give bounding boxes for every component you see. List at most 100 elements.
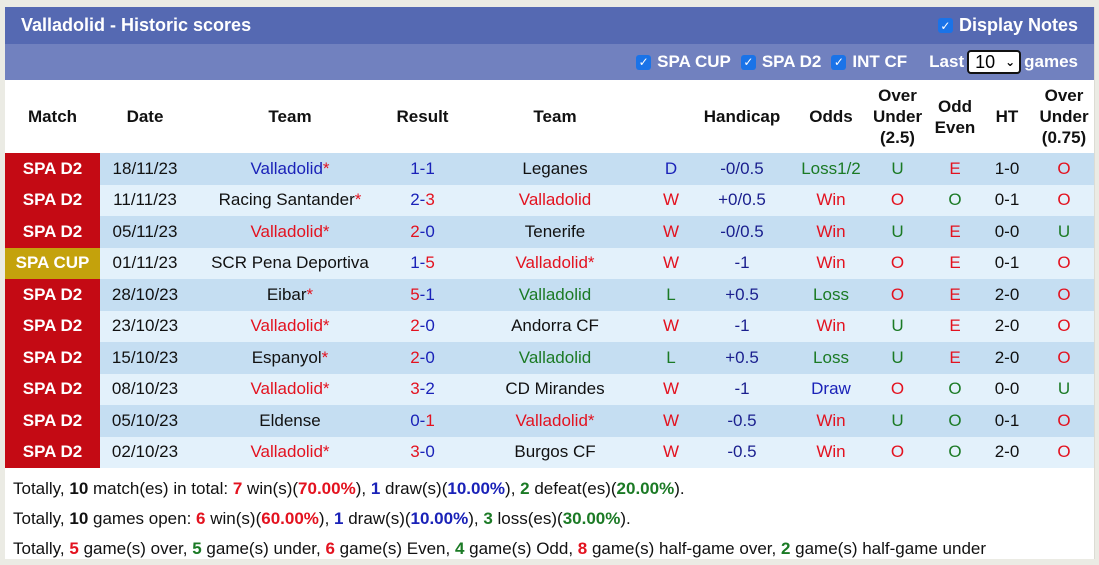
home-team-name[interactable]: Valladolid <box>250 379 323 399</box>
last-games-select[interactable]: 10 ⌄ <box>967 50 1022 74</box>
league-badge[interactable]: SPA D2 <box>5 373 100 405</box>
summary-value: 2 <box>780 539 791 558</box>
table-row[interactable]: SPA D2 02/10/23 Valladolid* 3-0 Burgos CF W -0… <box>5 436 1094 468</box>
over-under-0-75: O <box>1034 153 1094 185</box>
home-team[interactable]: Eldense <box>190 405 390 437</box>
over-under-2-5: O <box>865 279 930 311</box>
checkbox-checked-icon[interactable]: ✓ <box>831 54 847 70</box>
away-team[interactable]: Tenerife <box>455 216 655 248</box>
checkbox-checked-icon[interactable]: ✓ <box>740 54 756 70</box>
filter-bar: ✓ SPA CUP ✓ SPA D2 ✓ INT CF Last 10 ⌄ ga… <box>5 44 1094 80</box>
home-team[interactable]: Valladolid* <box>190 310 390 342</box>
table-row[interactable]: SPA D2 08/10/23 Valladolid* 3-2 CD Mirandes W… <box>5 373 1094 405</box>
summary-value: 70.00% <box>298 479 356 498</box>
away-team[interactable]: Valladolid <box>455 184 655 216</box>
league-badge[interactable]: SPA D2 <box>5 436 100 468</box>
over-under-0-75: O <box>1034 342 1094 374</box>
filter-spa-d2[interactable]: ✓ SPA D2 <box>740 52 821 72</box>
over-under-0-75: U <box>1034 216 1094 248</box>
filter-spa-cup[interactable]: ✓ SPA CUP <box>636 52 731 72</box>
away-team[interactable]: Leganes <box>455 153 655 185</box>
away-team-name[interactable]: CD Mirandes <box>505 379 605 399</box>
display-notes-toggle[interactable]: ✓ Display Notes <box>937 15 1078 36</box>
match-date: 18/11/23 <box>100 153 190 185</box>
away-team-name[interactable]: Valladolid <box>518 190 592 210</box>
result-score[interactable]: 5-1 <box>390 279 455 311</box>
half-time-score: 1-0 <box>980 153 1034 185</box>
score-away: 1 <box>425 284 435 304</box>
result-score[interactable]: 2-0 <box>390 342 455 374</box>
home-team-name[interactable]: Valladolid <box>250 442 323 462</box>
home-team[interactable]: Valladolid* <box>190 373 390 405</box>
league-badge[interactable]: SPA D2 <box>5 216 100 248</box>
table-row[interactable]: SPA D2 05/11/23 Valladolid* 2-0 Tenerife W -0/… <box>5 216 1094 248</box>
result-score[interactable]: 1-5 <box>390 247 455 279</box>
away-team-name[interactable]: Valladolid <box>518 347 592 367</box>
away-team[interactable]: Valladolid <box>455 342 655 374</box>
result-score[interactable]: 2-3 <box>390 184 455 216</box>
table-row[interactable]: SPA CUP 01/11/23 SCR Pena Deportiva 1-5 Vall… <box>5 247 1094 279</box>
home-team-name[interactable]: Eldense <box>259 410 321 430</box>
result-score[interactable]: 0-1 <box>390 405 455 437</box>
away-team[interactable]: Burgos CF <box>455 436 655 468</box>
home-team[interactable]: SCR Pena Deportiva <box>190 247 390 279</box>
league-badge[interactable]: SPA D2 <box>5 342 100 374</box>
league-badge[interactable]: SPA D2 <box>5 310 100 342</box>
home-team[interactable]: Eibar* <box>190 279 390 311</box>
away-team-name[interactable]: Leganes <box>522 158 588 178</box>
result-score[interactable]: 3-0 <box>390 436 455 468</box>
home-team[interactable]: Valladolid* <box>190 216 390 248</box>
away-team-name[interactable]: Valladolid <box>518 284 592 304</box>
home-team-name[interactable]: Valladolid <box>250 316 323 336</box>
away-team-name[interactable]: Burgos CF <box>514 442 596 462</box>
result-score[interactable]: 2-0 <box>390 216 455 248</box>
score-away: 0 <box>425 347 435 367</box>
table-row[interactable]: SPA D2 05/10/23 Eldense 0-1 Valladolid* W -0.5… <box>5 405 1094 437</box>
filter-int-cf[interactable]: ✓ INT CF <box>831 52 907 72</box>
home-team[interactable]: Valladolid* <box>190 436 390 468</box>
home-team-name[interactable]: Eibar <box>266 284 307 304</box>
league-badge[interactable]: SPA CUP <box>5 247 100 279</box>
table-row[interactable]: SPA D2 15/10/23 Espanyol* 2-0 Valladolid L +0.… <box>5 342 1094 374</box>
home-team-name[interactable]: Valladolid <box>250 221 323 241</box>
league-badge[interactable]: SPA D2 <box>5 279 100 311</box>
checkbox-checked-icon[interactable]: ✓ <box>937 18 953 33</box>
result-score[interactable]: 2-0 <box>390 310 455 342</box>
home-team[interactable]: Racing Santander* <box>190 184 390 216</box>
table-row[interactable]: SPA D2 11/11/23 Racing Santander* 2-3 Vallad… <box>5 184 1094 216</box>
away-team-name[interactable]: Valladolid <box>515 410 588 430</box>
score-home: 5 <box>410 284 420 304</box>
result-score[interactable]: 1-1 <box>390 153 455 185</box>
home-team-name[interactable]: Espanyol <box>251 347 322 367</box>
away-team[interactable]: Andorra CF <box>455 310 655 342</box>
away-team-name[interactable]: Tenerife <box>524 221 586 241</box>
league-badge[interactable]: SPA D2 <box>5 153 100 185</box>
half-time-score: 2-0 <box>980 279 1034 311</box>
odd-even: O <box>930 373 980 405</box>
league-badge[interactable]: SPA D2 <box>5 184 100 216</box>
away-team[interactable]: Valladolid* <box>455 405 655 437</box>
home-team-name[interactable]: Racing Santander <box>218 190 355 210</box>
summary-value: 60.00% <box>261 509 319 528</box>
home-team[interactable]: Valladolid* <box>190 153 390 185</box>
table-row[interactable]: SPA D2 18/11/23 Valladolid* 1-1 Leganes D -0/0… <box>5 153 1094 185</box>
outcome: W <box>655 373 687 405</box>
home-team[interactable]: Espanyol* <box>190 342 390 374</box>
neutral-marker: * <box>322 379 330 399</box>
away-team[interactable]: Valladolid <box>455 279 655 311</box>
table-row[interactable]: SPA D2 28/10/23 Eibar* 5-1 Valladolid L +0.5 Lo… <box>5 279 1094 311</box>
away-team[interactable]: CD Mirandes <box>455 373 655 405</box>
table-row[interactable]: SPA D2 23/10/23 Valladolid* 2-0 Andorra CF W -… <box>5 310 1094 342</box>
away-team-name[interactable]: Andorra CF <box>511 316 599 336</box>
checkbox-checked-icon[interactable]: ✓ <box>636 54 652 70</box>
result-score[interactable]: 3-2 <box>390 373 455 405</box>
away-team[interactable]: Valladolid* <box>455 247 655 279</box>
away-team-name[interactable]: Valladolid <box>515 253 588 273</box>
over-under-0-75: O <box>1034 279 1094 311</box>
odds-result: Win <box>797 247 865 279</box>
home-team-name[interactable]: Valladolid <box>250 158 323 178</box>
summary-text: draw(s)( <box>380 479 448 498</box>
home-team-name[interactable]: SCR Pena Deportiva <box>211 253 369 273</box>
neutral-marker: * <box>321 347 329 367</box>
league-badge[interactable]: SPA D2 <box>5 405 100 437</box>
